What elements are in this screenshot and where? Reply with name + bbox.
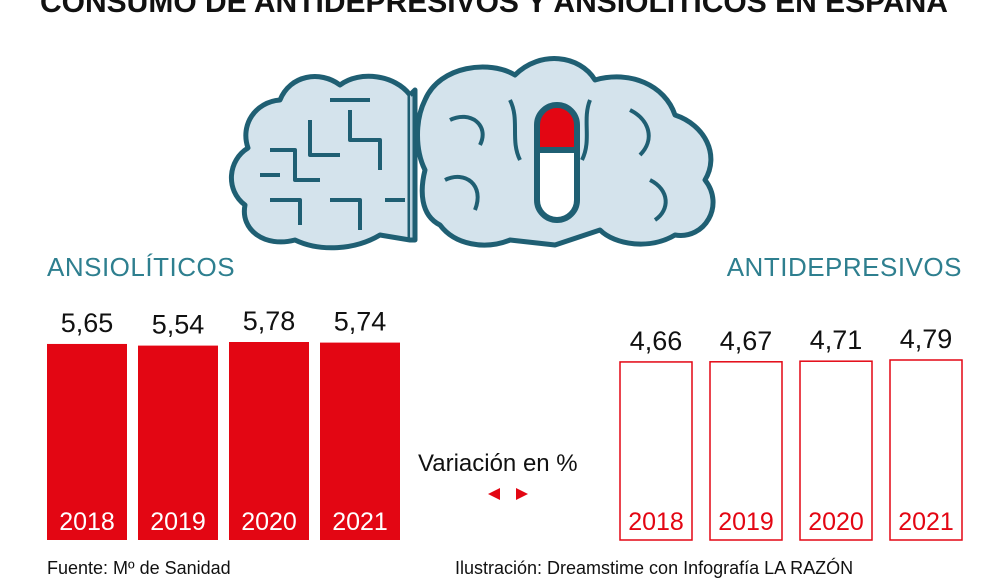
legend-arrows-icon xyxy=(488,488,528,500)
ansio-value-label-2020: 5,78 xyxy=(243,306,296,336)
antid-value-label-2021: 4,79 xyxy=(900,324,953,354)
source-footnote: Fuente: Mº de Sanidad xyxy=(47,558,231,578)
ansio-value-label-2018: 5,65 xyxy=(61,308,114,338)
ansio-year-label-2019: 2019 xyxy=(150,508,206,536)
ansioliticos-bar-chart: 5,65 2018 5,54 2019 5,78 2020 5,74 2021 xyxy=(47,306,400,540)
legend-variation-label: Variación en % xyxy=(418,450,578,477)
antid-value-label-2019: 4,67 xyxy=(720,326,773,356)
antid-bar-2020 xyxy=(799,360,873,541)
antid-year-label-2021: 2021 xyxy=(898,508,954,536)
antidepresivos-label: ANTIDEPRESIVOS xyxy=(726,252,962,282)
antid-value-label-2020: 4,71 xyxy=(810,325,863,355)
antid-year-label-2020: 2020 xyxy=(808,508,864,536)
ansio-bar-2020 xyxy=(229,342,309,540)
antidepresivos-bar-chart: 4,66 2018 4,67 2019 4,71 2020 4,79 2021 xyxy=(619,324,963,541)
ansio-year-label-2021: 2021 xyxy=(332,508,388,536)
ansio-bar-2019 xyxy=(138,345,218,540)
antid-value-label-2018: 4,66 xyxy=(630,326,683,356)
antid-bar-2021 xyxy=(889,359,963,541)
ansio-year-label-2020: 2020 xyxy=(241,508,297,536)
ansio-bar-2018 xyxy=(47,343,127,540)
antid-year-label-2018: 2018 xyxy=(628,508,684,536)
antid-year-label-2019: 2019 xyxy=(718,508,774,536)
capsule-pill-icon xyxy=(534,102,580,223)
ansioliticos-label: ANSIOLÍTICOS xyxy=(47,252,236,282)
antid-bar-2018 xyxy=(619,361,693,541)
antid-bar-2019 xyxy=(709,361,783,541)
ansio-year-label-2018: 2018 xyxy=(59,508,115,536)
ansio-value-label-2021: 5,74 xyxy=(334,307,387,337)
maze-brain-icon xyxy=(228,73,418,251)
credit-footnote: Ilustración: Dreamstime con Infografía L… xyxy=(455,558,854,578)
chart-title: CONSUMO DE ANTIDEPRESIVOS Y ANSIOLÍTICOS… xyxy=(40,0,948,19)
ansio-bar-2021 xyxy=(320,342,400,540)
brain-pill-illustration xyxy=(228,56,716,251)
ansio-value-label-2019: 5,54 xyxy=(152,310,205,340)
